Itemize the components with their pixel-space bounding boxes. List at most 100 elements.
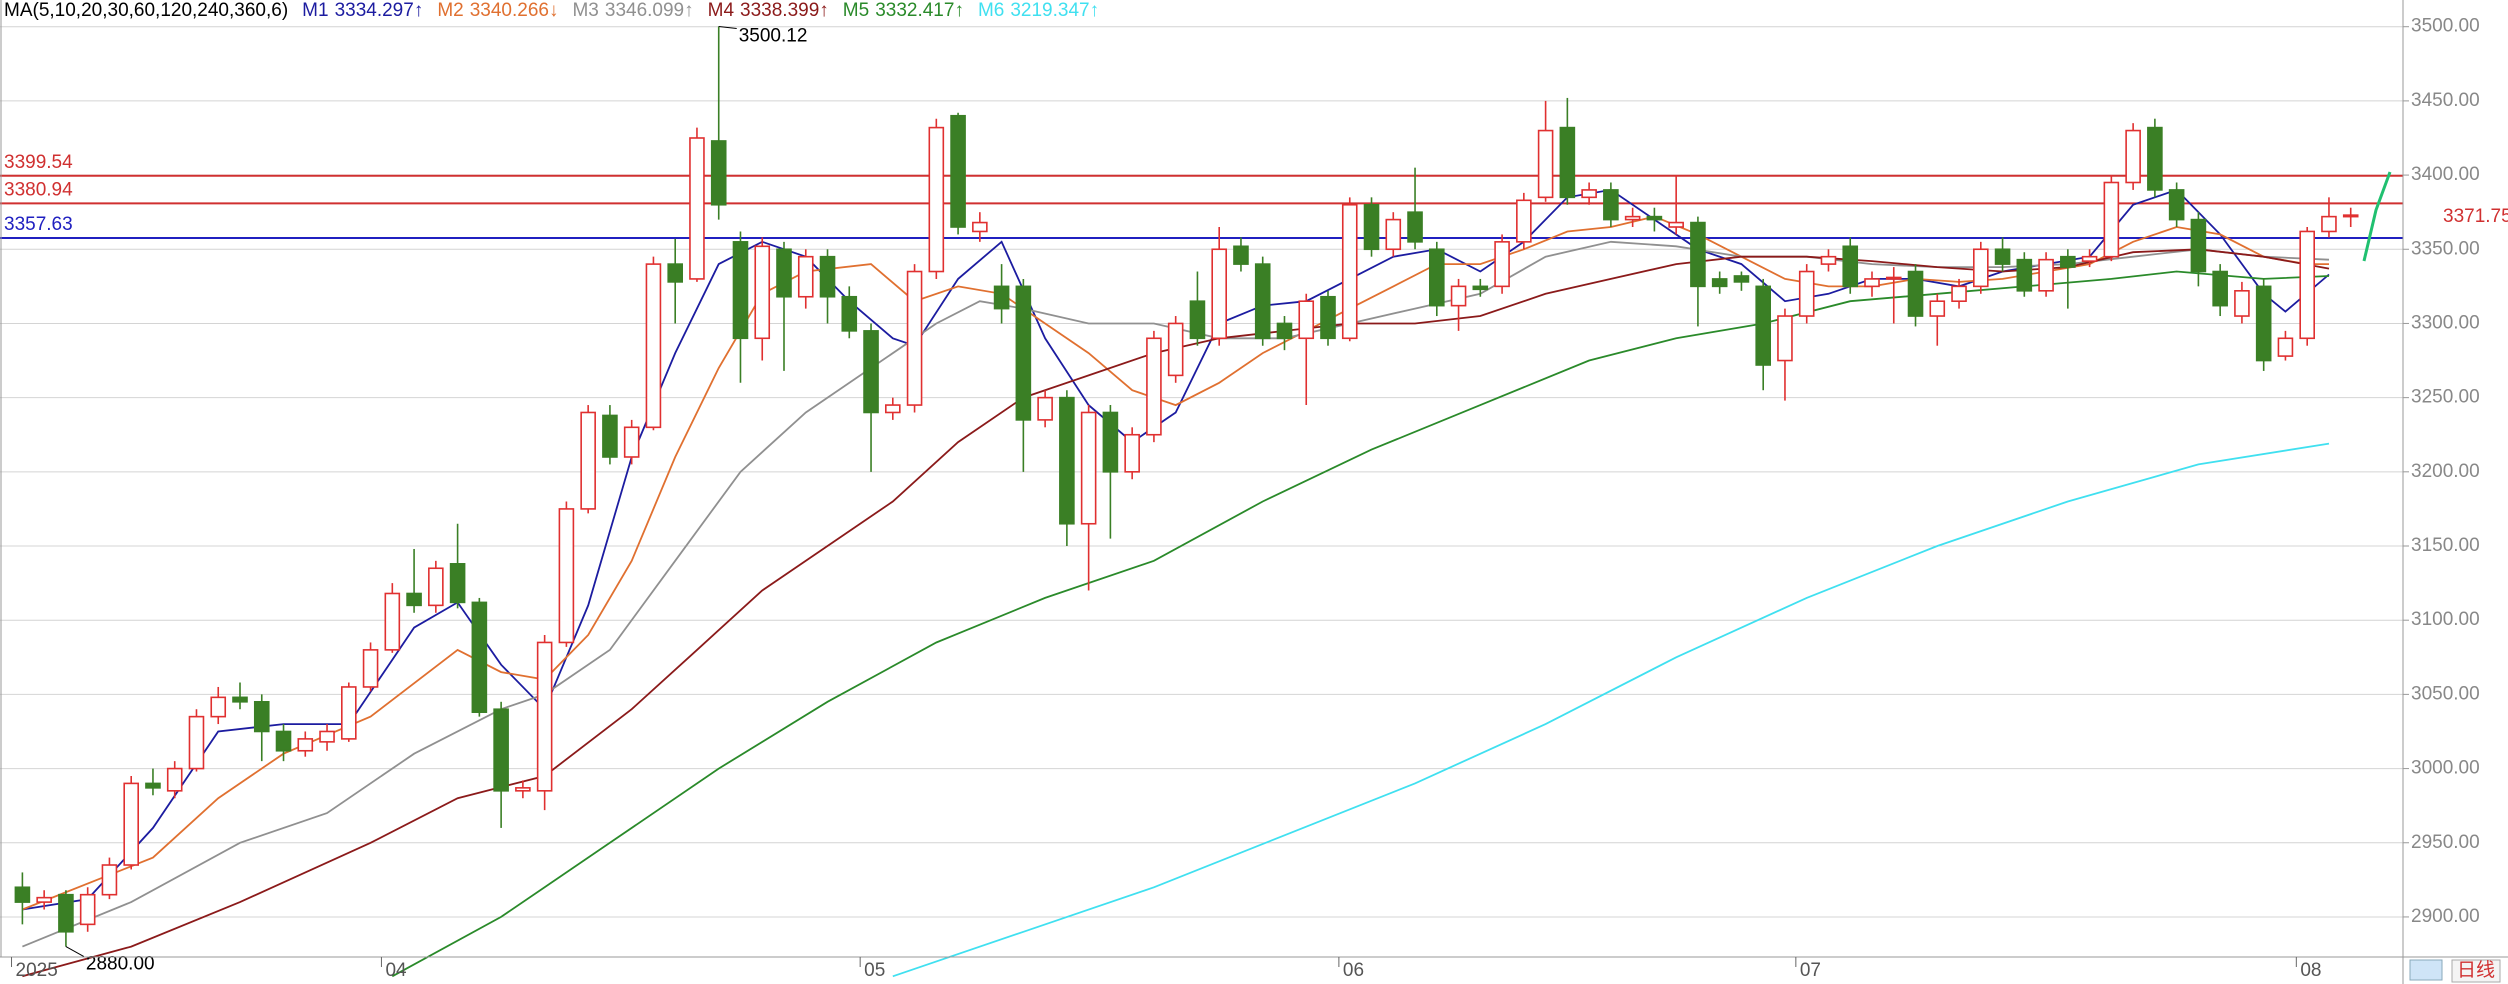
candle-body (1124, 433, 1140, 473)
annotation-label: 2880.00 (86, 954, 155, 975)
candle-body (1450, 285, 1467, 307)
annotation-label: 3500.12 (739, 26, 808, 47)
candle-body (819, 255, 836, 298)
candle-body (2255, 285, 2272, 362)
candle-body (1624, 215, 1641, 221)
candle-body (1885, 276, 1902, 280)
candle-body (297, 738, 314, 752)
candle-body (1363, 203, 1380, 251)
legend-prefix: MA(5,10,20,30,60,120,240,360,6) (4, 0, 288, 21)
candle-body (493, 708, 509, 792)
candle-body (1994, 248, 2011, 265)
legend-value: 3346.099 (605, 0, 684, 21)
projection (2362, 171, 2392, 262)
x-tick-label: 07 (1800, 960, 1821, 981)
legend-value: 3338.399 (740, 0, 819, 21)
candle-body (1798, 270, 1815, 317)
candle-body (1603, 189, 1619, 221)
candle-body (1059, 396, 1075, 525)
candle-body (515, 787, 531, 792)
candle-body (210, 696, 227, 718)
legend-name: M3 (572, 0, 598, 21)
x-tick-label: 2025 (16, 960, 58, 981)
candle-body (1407, 211, 1423, 243)
last-price-label: 3371.75 (2443, 206, 2508, 227)
candle-body (993, 285, 1010, 310)
legend-name: M5 (843, 0, 869, 21)
candle-body (776, 248, 792, 298)
candle-body (732, 241, 749, 340)
candle-body (1777, 315, 1793, 362)
legend-name: M4 (708, 0, 735, 21)
candle-body (1146, 337, 1162, 436)
candle-body (1298, 300, 1315, 340)
y-tick-label: 3400.00 (2411, 164, 2480, 185)
legend-value: 3332.417 (875, 0, 954, 21)
x-tick-label: 08 (2300, 960, 2321, 981)
candle-body (123, 782, 139, 866)
candle-body (1037, 396, 1053, 421)
legend-trend: ↓ (549, 0, 559, 21)
legend-name: M6 (978, 0, 1004, 21)
candle-body (1015, 285, 1032, 421)
candle-body (950, 114, 966, 228)
candle-body (797, 255, 814, 298)
candle-body (863, 330, 879, 414)
candle-body (1668, 221, 1684, 228)
y-tick-label: 3000.00 (2411, 758, 2480, 779)
candle-body (558, 508, 575, 644)
candle-body (1494, 241, 1510, 288)
x-tick-label: 06 (1343, 960, 1364, 981)
candle-body (2168, 189, 2185, 221)
y-tick-label: 2900.00 (2411, 906, 2480, 927)
y-tick-label: 3500.00 (2411, 16, 2480, 37)
candle-body (1929, 300, 1946, 317)
candle-body (1733, 275, 1750, 283)
candle-body (14, 886, 31, 903)
candle-body (1276, 322, 1293, 340)
candle-body (2212, 270, 2228, 307)
candle-body (2277, 337, 2294, 357)
candle-body (580, 411, 596, 510)
candle-body (689, 137, 705, 280)
y-tick-label: 3150.00 (2411, 535, 2480, 556)
candle-body (1646, 215, 1663, 221)
candle-body (667, 263, 684, 283)
candle-body (145, 782, 161, 789)
candle-body (2190, 218, 2207, 273)
candle-body (2321, 215, 2337, 233)
candle-body (2342, 214, 2359, 218)
period-box[interactable] (2451, 959, 2501, 983)
price-level-label: 3380.94 (4, 179, 73, 200)
legend-trend: ↑ (414, 0, 424, 21)
legend-trend: ↑ (1090, 0, 1100, 21)
candle-body (623, 426, 640, 458)
candle-body (166, 767, 183, 792)
period-label[interactable]: 日线 (2457, 959, 2495, 981)
ma-line (892, 442, 2330, 978)
candle-body (449, 563, 466, 604)
x-tick-label: 05 (864, 960, 885, 981)
y-tick-label: 3200.00 (2411, 461, 2480, 482)
y-tick-label: 3300.00 (2411, 312, 2480, 333)
legend-value: 3340.266 (470, 0, 549, 21)
candle-body (79, 893, 96, 926)
y-tick-label: 3100.00 (2411, 609, 2480, 630)
scroll-box[interactable] (2409, 959, 2443, 981)
candle-body (101, 864, 118, 896)
candle-body (1951, 285, 1967, 302)
candle-body (2299, 230, 2315, 340)
annotation-leader (65, 946, 85, 958)
candle-body (1211, 248, 1227, 340)
y-tick-label: 3050.00 (2411, 683, 2480, 704)
candle-body (2038, 258, 2054, 292)
candle-body (428, 567, 444, 607)
candle-body (1537, 129, 1554, 199)
candle-body (1973, 248, 1989, 288)
legend-trend: ↑ (684, 0, 694, 21)
candle-body (2060, 255, 2076, 268)
candle-body (906, 270, 923, 406)
candle-body (1233, 245, 1249, 265)
